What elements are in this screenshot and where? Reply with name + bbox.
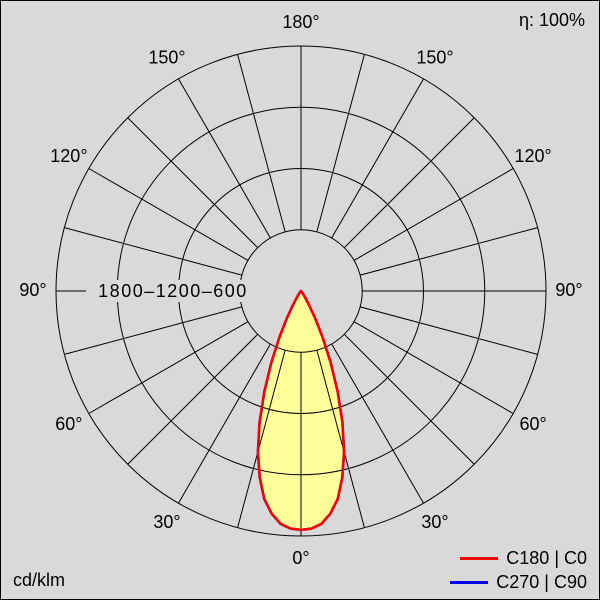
grid-spoke-105 bbox=[360, 227, 538, 276]
legend-item-c180-c0: C180 | C0 bbox=[460, 549, 587, 567]
angle-label-180: 180° bbox=[282, 12, 319, 32]
grid-spoke-150 bbox=[331, 78, 424, 239]
angle-label-left-120: 120° bbox=[50, 146, 87, 166]
grid-spoke-75 bbox=[360, 306, 538, 355]
angle-label-right-60: 60° bbox=[519, 414, 546, 434]
angle-label-left-30: 30° bbox=[153, 512, 180, 532]
angle-label-right-90: 90° bbox=[555, 280, 582, 300]
angle-label-0: 0° bbox=[292, 548, 309, 568]
grid-spoke-15 bbox=[316, 350, 365, 528]
legend-label-c270-c90: C270 | C90 bbox=[496, 572, 587, 592]
angle-label-right-30: 30° bbox=[421, 512, 448, 532]
radial-axis-label-bg bbox=[86, 280, 260, 302]
grid-spoke-255 bbox=[64, 227, 242, 276]
grid-spoke-195 bbox=[237, 54, 286, 232]
legend-item-c270-c90: C270 | C90 bbox=[450, 573, 587, 591]
grid-spoke-315 bbox=[127, 333, 259, 465]
grid-spoke-165 bbox=[316, 54, 365, 232]
legend-line-blue bbox=[450, 580, 489, 584]
legend-line-red bbox=[460, 556, 499, 560]
angle-label-left-90: 90° bbox=[19, 280, 46, 300]
grid-spoke-135 bbox=[343, 117, 475, 249]
radial-axis-labels: 1800–1200–600 bbox=[98, 281, 248, 301]
grid-spoke-225 bbox=[127, 117, 259, 249]
legend-label-c180-c0: C180 | C0 bbox=[506, 548, 587, 568]
curve-c180-c0 bbox=[256, 289, 346, 532]
grid-spoke-240 bbox=[88, 168, 249, 261]
grid-spoke-45 bbox=[343, 333, 475, 465]
angle-label-left-150: 150° bbox=[148, 48, 185, 68]
grid-spoke-210 bbox=[178, 78, 271, 239]
efficiency-label: η: 100% bbox=[518, 10, 585, 30]
angle-label-right-150: 150° bbox=[416, 48, 453, 68]
angle-label-right-120: 120° bbox=[514, 146, 551, 166]
grid-spoke-285 bbox=[64, 306, 242, 355]
grid-spoke-330 bbox=[178, 343, 271, 504]
grid-spoke-60 bbox=[353, 321, 514, 414]
legend: C180 | C0 C270 | C90 bbox=[450, 549, 587, 591]
grid-spoke-120 bbox=[353, 168, 514, 261]
angle-label-left-60: 60° bbox=[55, 414, 82, 434]
grid-spoke-300 bbox=[88, 321, 249, 414]
grid-spoke-345 bbox=[237, 350, 286, 528]
unit-label: cd/klm bbox=[13, 570, 66, 590]
grid-spoke-30 bbox=[331, 343, 424, 504]
